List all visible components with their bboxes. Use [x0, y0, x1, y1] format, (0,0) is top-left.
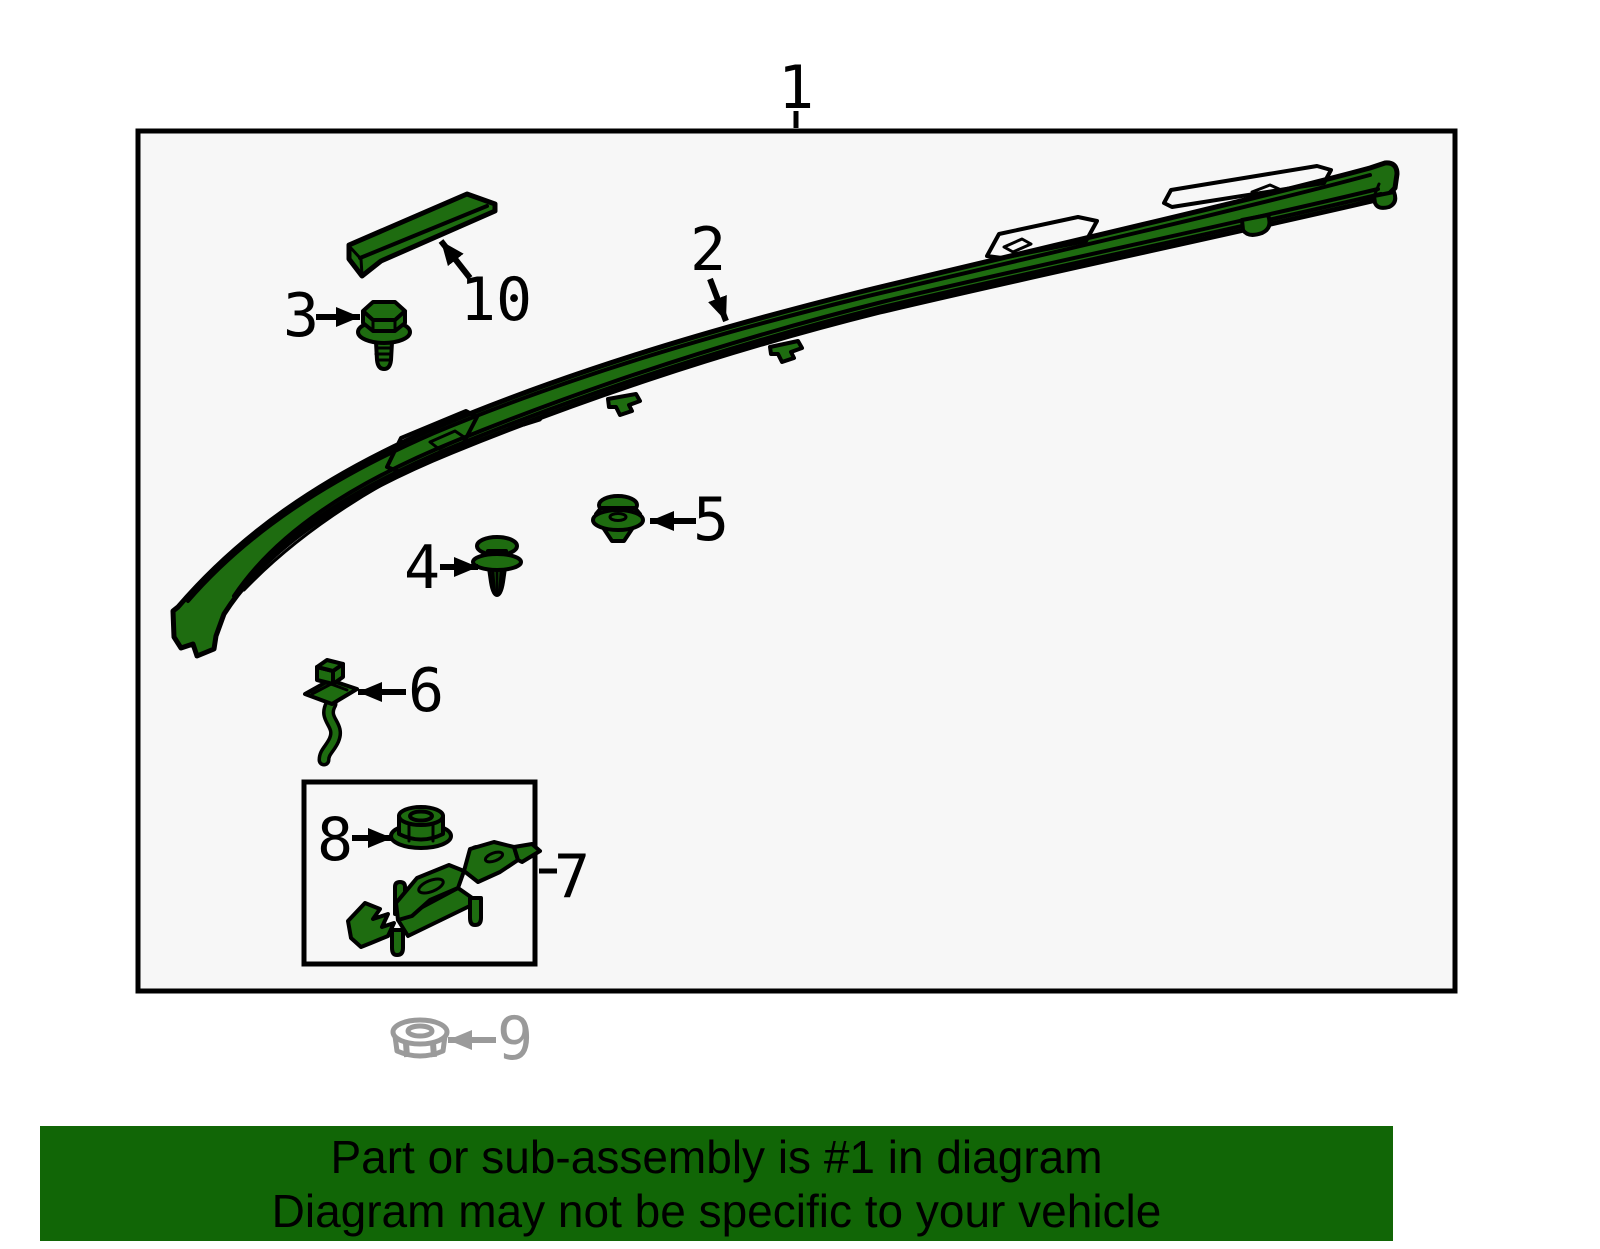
flange-nut-drawing: [389, 805, 453, 850]
callout-number-1[interactable]: 1: [778, 53, 814, 123]
callout-number-10[interactable]: 10: [460, 265, 532, 335]
grommet-clip-drawing: [591, 494, 645, 543]
callout-number-2[interactable]: 2: [690, 215, 726, 285]
trim-strip-drawing: [346, 191, 498, 279]
mount-bracket-drawing: [346, 840, 542, 957]
push-pin-clip-drawing: [471, 535, 523, 597]
diagram-notice-banner: Part or sub-assembly is #1 in diagram Di…: [40, 1126, 1393, 1241]
callout-arrow-10: [438, 239, 473, 280]
banner-line-2: Diagram may not be specific to your vehi…: [271, 1184, 1162, 1237]
callout-number-8[interactable]: 8: [317, 805, 353, 875]
banner-line-1: Part or sub-assembly is #1 in diagram: [330, 1130, 1103, 1183]
callout-number-9[interactable]: 9: [497, 1004, 533, 1074]
roof-rail-drawing: [170, 160, 1400, 659]
callout-arrow-2: [707, 277, 729, 323]
callout-number-5[interactable]: 5: [693, 485, 729, 555]
callout-number-6[interactable]: 6: [408, 656, 444, 726]
callout-number-7[interactable]: 7: [554, 842, 590, 912]
flange-bolt-drawing: [356, 300, 412, 371]
ghost-flange-nut-drawing: [390, 1017, 450, 1059]
callout-number-3[interactable]: 3: [283, 281, 319, 351]
callout-number-4[interactable]: 4: [404, 533, 440, 603]
hook-clip-drawing: [303, 658, 359, 767]
